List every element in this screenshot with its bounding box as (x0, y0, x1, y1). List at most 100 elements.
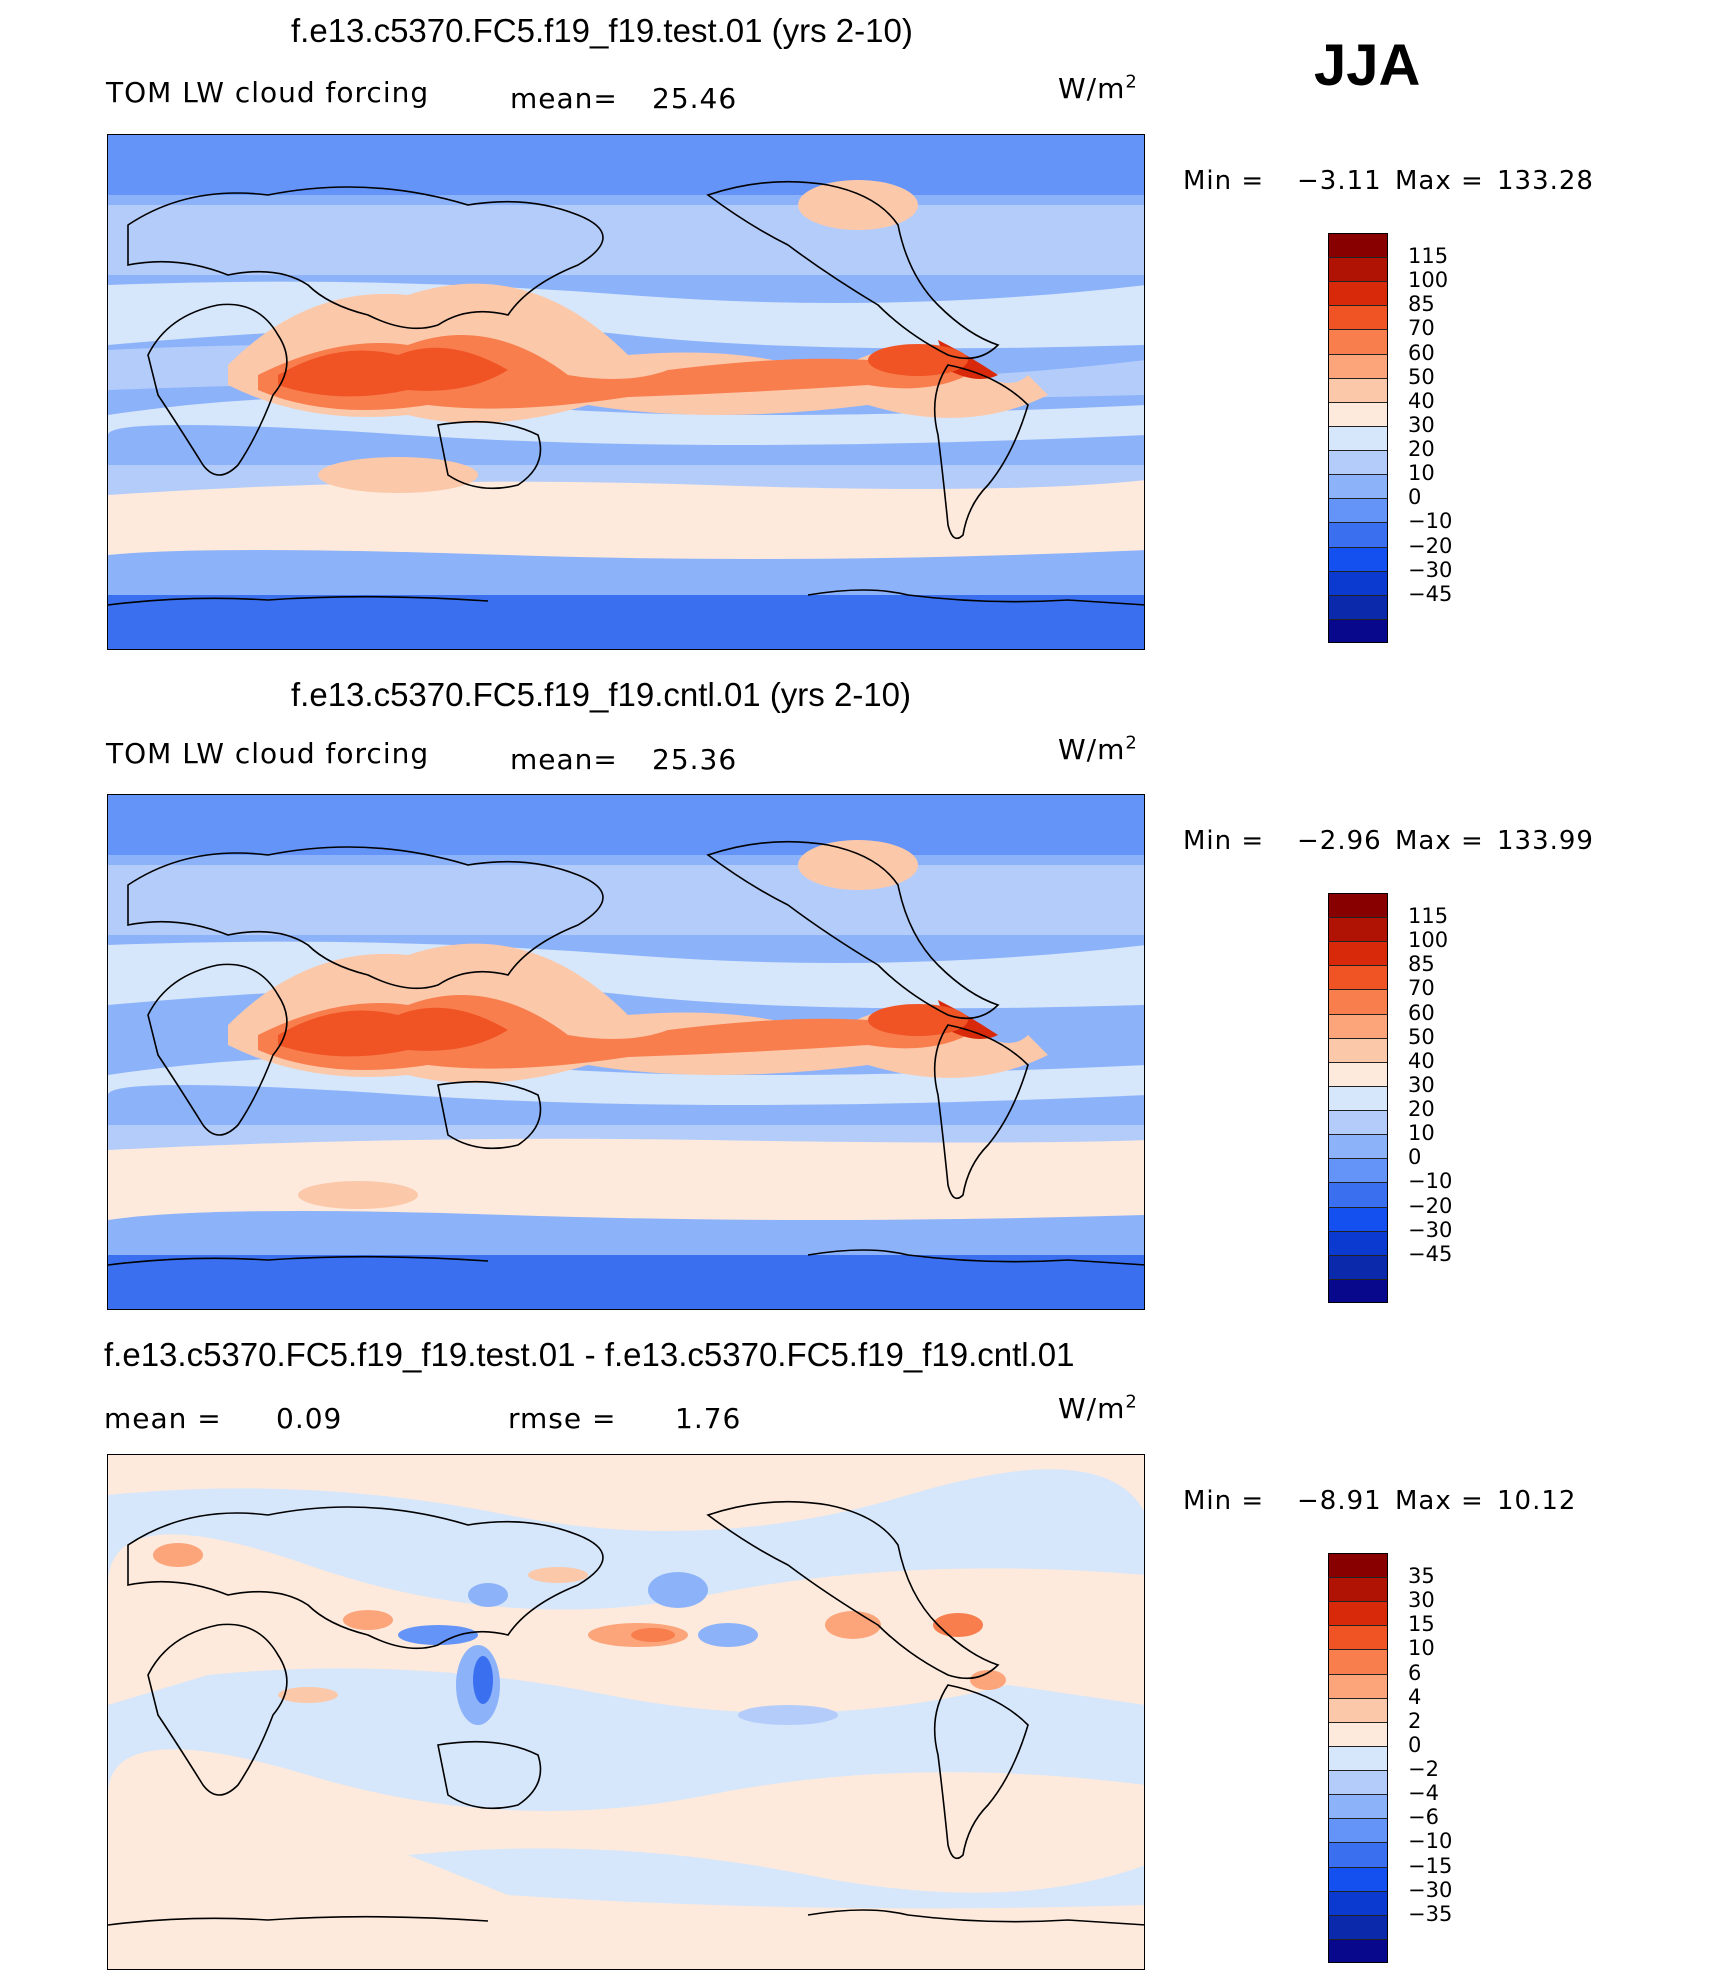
panel3-mean-value: 0.09 (276, 1402, 343, 1435)
colorbar-segment (1329, 281, 1387, 306)
colorbar-tick-label: 10 (1408, 1121, 1435, 1146)
panel3-max-value: 10.12 (1497, 1486, 1577, 1516)
colorbar-segment (1329, 1230, 1387, 1255)
colorbar-tick-label: 60 (1408, 1000, 1435, 1025)
colorbar-segment (1329, 1842, 1387, 1867)
colorbar-tick-label: −10 (1408, 509, 1453, 534)
colorbar-tick-label: 15 (1408, 1612, 1435, 1637)
colorbar-tick-label: −10 (1408, 1169, 1453, 1194)
colorbar-segment (1329, 1061, 1387, 1086)
colorbar-tick-label: 2 (1408, 1708, 1422, 1733)
colorbar-segment (1329, 1866, 1387, 1891)
panel3-min-value: −8.91 (1297, 1486, 1382, 1516)
colorbar-segment (1329, 305, 1387, 330)
colorbar-tick-label: 70 (1408, 316, 1435, 341)
colorbar-tick-label: 4 (1408, 1684, 1422, 1709)
panel1-map (107, 134, 1145, 650)
colorbar-segment (1329, 425, 1387, 451)
panel1-max-value: 133.28 (1497, 166, 1594, 196)
colorbar-segment (1329, 965, 1387, 990)
colorbar-box (1328, 233, 1388, 643)
season-label: JJA (1314, 33, 1421, 98)
colorbar-tick-label: −45 (1408, 581, 1453, 606)
colorbar-segment (1329, 1601, 1387, 1626)
colorbar-tick-label: 0 (1408, 485, 1422, 510)
colorbar-segment (1329, 1158, 1387, 1183)
colorbar-tick-label: −15 (1408, 1853, 1453, 1878)
colorbar-tick-label: 115 (1408, 244, 1449, 269)
panel2-mean-label: mean= (510, 743, 618, 776)
colorbar-segment (1329, 1697, 1387, 1722)
panel2-title: f.e13.c5370.FC5.f19_f19.cntl.01 (yrs 2-1… (291, 676, 912, 713)
colorbar-segment (1329, 474, 1387, 499)
panel3-max-label: Max = (1395, 1486, 1484, 1516)
colorbar-segment (1329, 1745, 1387, 1771)
colorbar-segment (1329, 594, 1387, 619)
colorbar-tick-label: 10 (1408, 461, 1435, 486)
colorbar-segment (1329, 1673, 1387, 1698)
colorbar-tick-label: −10 (1408, 1829, 1453, 1854)
colorbar-tick-label: −45 (1408, 1241, 1453, 1266)
colorbar-tick-label: 50 (1408, 1024, 1435, 1049)
colorbar-segment (1329, 1206, 1387, 1231)
colorbar-tick-label: −6 (1408, 1805, 1439, 1830)
panel3-min-label: Min = (1183, 1486, 1265, 1516)
colorbar-segment (1329, 917, 1387, 942)
colorbar-tick-label: 35 (1408, 1564, 1435, 1589)
colorbar-segment (1329, 1794, 1387, 1819)
panel2-colorbar: 115 100 85 70 60 50 40 30 20 10 0 −10 −20 −30 −45 (1328, 893, 1488, 1303)
panel1-mean-value: 25.46 (652, 82, 738, 115)
colorbar-tick-label: −30 (1408, 557, 1453, 582)
panel2-units: W/m2 (1058, 732, 1138, 766)
panel1-title: f.e13.c5370.FC5.f19_f19.test.01 (yrs 2-1… (291, 12, 913, 49)
panel3-colorbar: 35 30 15 10 6 4 2 0 −2 −4 −6 −10 −15 −30 −35 (1328, 1553, 1488, 1963)
colorbar-segment (1329, 1938, 1387, 1963)
colorbar-tick-label: −35 (1408, 1901, 1453, 1926)
colorbar-segment (1329, 1278, 1387, 1303)
panel2-map (107, 794, 1145, 1310)
colorbar-segment (1329, 1254, 1387, 1279)
colorbar-segment (1329, 233, 1387, 258)
colorbar-segment (1329, 1037, 1387, 1062)
colorbar-tick-label: 30 (1408, 1072, 1435, 1097)
panel1-colorbar: 115 100 85 70 60 50 40 30 20 10 0 −10 −20 −30 −45 (1328, 233, 1488, 643)
colorbar-tick-label: 20 (1408, 437, 1435, 462)
panel3-title: f.e13.c5370.FC5.f19_f19.test.01 - f.e13.… (104, 1336, 1075, 1373)
colorbar-segment (1329, 1182, 1387, 1207)
panel2-mean-value: 25.36 (652, 743, 738, 776)
colorbar-tick-label: 20 (1408, 1097, 1435, 1122)
colorbar-segment (1329, 1134, 1387, 1159)
panel3-map (107, 1454, 1145, 1970)
panel2-max-label: Max = (1395, 826, 1484, 856)
panel3-rmse-value: 1.76 (675, 1402, 742, 1435)
colorbar-segment (1329, 1914, 1387, 1939)
colorbar-tick-label: 40 (1408, 1048, 1435, 1073)
colorbar-segment (1329, 1577, 1387, 1602)
colorbar-segment (1329, 1110, 1387, 1135)
panel2-min-label: Min = (1183, 826, 1265, 856)
colorbar-tick-label: −20 (1408, 533, 1453, 558)
colorbar-segment (1329, 1818, 1387, 1843)
colorbar-tick-label: −4 (1408, 1781, 1439, 1806)
colorbar-tick-label: −20 (1408, 1193, 1453, 1218)
colorbar-box (1328, 893, 1388, 1303)
colorbar-segment (1329, 989, 1387, 1014)
colorbar-segment (1329, 522, 1387, 547)
panel2-variable-label: TOM LW cloud forcing (106, 737, 430, 770)
panel3-mean-label: mean = (104, 1402, 222, 1435)
panel1-max-label: Max = (1395, 166, 1484, 196)
panel1-min-label: Min = (1183, 166, 1265, 196)
colorbar-tick-label: 40 (1408, 388, 1435, 413)
colorbar-segment (1329, 1625, 1387, 1650)
colorbar-tick-label: 85 (1408, 952, 1435, 977)
panel2-min-value: −2.96 (1297, 826, 1382, 856)
colorbar-segment (1329, 1649, 1387, 1674)
colorbar-tick-label: 100 (1408, 928, 1449, 953)
colorbar-segment (1329, 1890, 1387, 1915)
colorbar-tick-label: 0 (1408, 1732, 1422, 1757)
colorbar-tick-label: 30 (1408, 1588, 1435, 1613)
colorbar-tick-label: 50 (1408, 364, 1435, 389)
colorbar-tick-label: −30 (1408, 1217, 1453, 1242)
colorbar-box (1328, 1553, 1388, 1963)
colorbar-tick-label: 30 (1408, 412, 1435, 437)
